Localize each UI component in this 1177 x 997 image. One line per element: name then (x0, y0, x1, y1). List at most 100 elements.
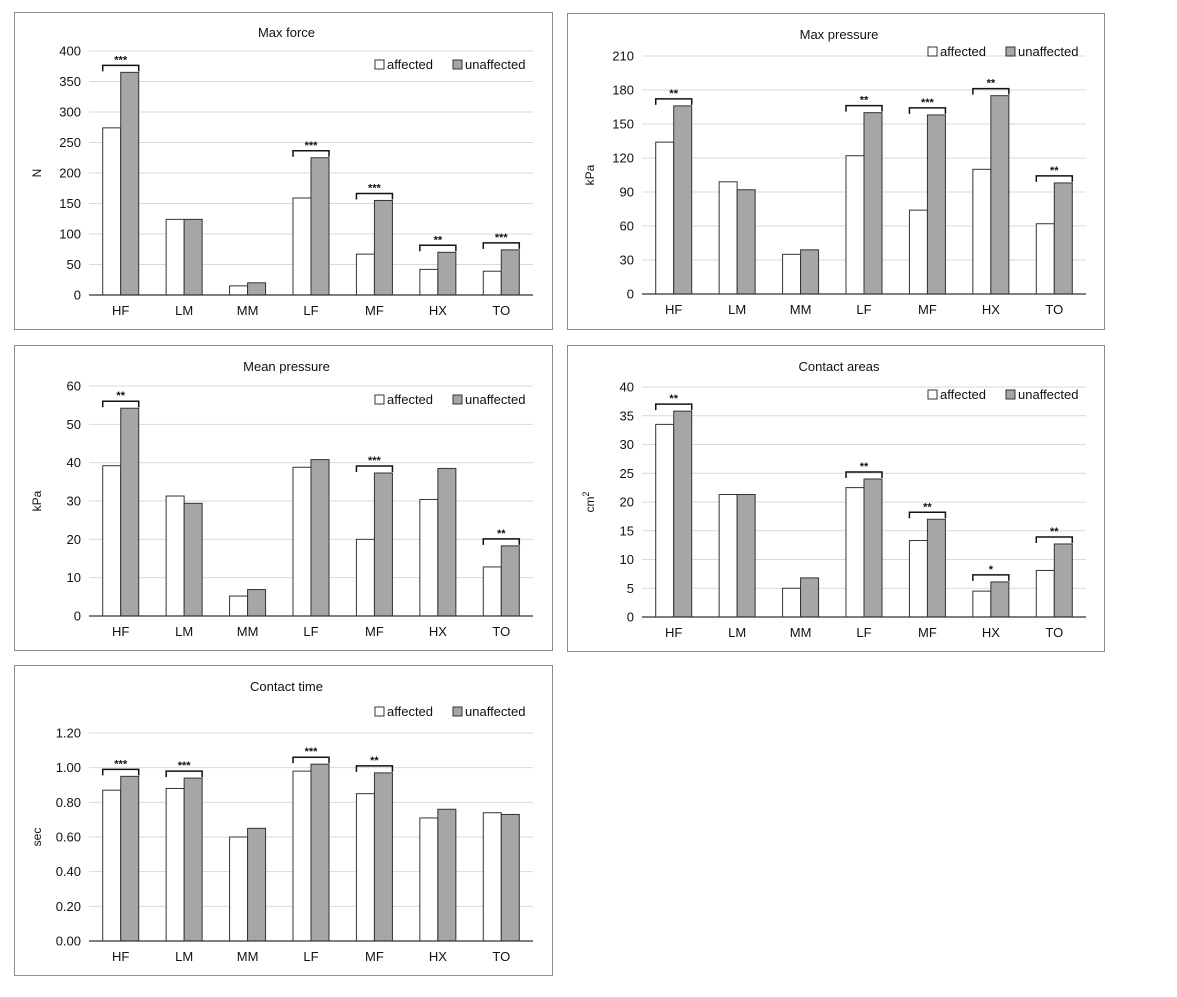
legend-label-affected: affected (387, 704, 433, 719)
chart-title: Contact areas (799, 359, 880, 374)
bar-affected-mm (229, 285, 249, 296)
y-tick-label: 210 (612, 49, 634, 64)
significance-bracket (845, 471, 883, 478)
x-category-label: TO (492, 624, 510, 639)
significance-bracket (292, 756, 330, 764)
legend-label-unaffected: unaffected (1018, 44, 1078, 59)
significance-label: ** (497, 528, 506, 540)
significance-bracket (845, 104, 883, 112)
bar-affected-mm (782, 587, 802, 618)
x-category-label: HX (982, 302, 1000, 317)
significance-bracket (654, 98, 693, 105)
significance-label: ** (860, 95, 869, 107)
x-category-label: MF (365, 949, 384, 964)
y-tick-label: 10 (67, 570, 81, 585)
y-tick-label: 100 (59, 227, 81, 242)
y-tick-label: 25 (620, 466, 634, 481)
y-tick-label: 50 (67, 417, 81, 432)
significance-label: ** (669, 393, 678, 405)
y-tick-label: 350 (59, 74, 81, 89)
bar-affected-hf (102, 789, 122, 942)
x-category-label: HX (429, 949, 447, 964)
y-tick-label: 15 (620, 523, 634, 538)
bar-unaffected-lm (183, 218, 203, 296)
x-category-label: TO (1045, 302, 1063, 317)
bar-unaffected-lm (736, 494, 756, 618)
bar-affected-hx (972, 590, 992, 618)
legend-label-unaffected: unaffected (1018, 387, 1078, 402)
y-tick-label: 30 (67, 494, 81, 509)
legend-swatch-unaffected (1005, 46, 1016, 57)
x-category-label: LF (303, 303, 318, 318)
y-tick-label: 60 (67, 379, 81, 394)
significance-label: * (989, 564, 994, 576)
legend-swatch-unaffected (452, 59, 463, 70)
x-category-label: MF (918, 302, 937, 317)
significance-label: ** (987, 78, 996, 90)
bar-unaffected-hf (120, 775, 140, 942)
chart-svg-contact-areas: Contact areas 0 5 10 15 20 25 30 35 40 cm2 HF LM MM LF… (581, 359, 1086, 640)
bar-affected-lf (845, 487, 865, 618)
x-category-label: HX (982, 625, 1000, 640)
y-tick-label: 0.40 (56, 864, 81, 879)
legend-label-affected: affected (387, 57, 433, 72)
bar-affected-hx (972, 168, 992, 295)
significance-label: *** (305, 140, 319, 152)
significance-label: *** (178, 760, 192, 772)
y-tick-label: 250 (59, 135, 81, 150)
x-category-label: MM (790, 625, 812, 640)
y-tick-label: 30 (620, 437, 634, 452)
x-category-label: HF (112, 949, 129, 964)
chart-svg-max-force: Max force 0 50 100 150 200 250 300 350 400 N HF LM MM… (30, 25, 533, 318)
bar-affected-lm (718, 181, 738, 295)
y-tick-label: 200 (59, 166, 81, 181)
bar-affected-hx (419, 498, 439, 617)
y-axis-title: sec (30, 828, 44, 847)
y-tick-label: 0 (74, 609, 81, 624)
chart-panel-contact-time: Contact time 0.00 0.20 0.40 0.60 0.80 1.00 1.20… (14, 665, 553, 976)
significance-label: ** (1050, 526, 1059, 538)
y-tick-label: 0.60 (56, 830, 81, 845)
chart-title: Max force (258, 25, 315, 40)
x-category-label: HF (112, 624, 129, 639)
significance-bracket (419, 244, 457, 252)
bar-affected-hx (419, 817, 439, 942)
x-category-label: MM (790, 302, 812, 317)
y-tick-label: 20 (67, 532, 81, 547)
chart-svg-contact-time: Contact time 0.00 0.20 0.40 0.60 0.80 1.00 1.20… (30, 679, 533, 964)
significance-bracket (908, 511, 947, 519)
y-tick-label: 0.80 (56, 795, 81, 810)
chart-title: Mean pressure (243, 359, 330, 374)
significance-label: *** (368, 182, 382, 194)
y-tick-label: 35 (620, 408, 634, 423)
chart-svg-max-pressure: Max pressure 0 30 60 90 120 150 180 210 kPa HF LM MM… (583, 27, 1086, 317)
bar-unaffected-hx (437, 467, 457, 617)
y-tick-label: 20 (620, 495, 634, 510)
bar-unaffected-hx (437, 251, 457, 296)
legend-label-unaffected: unaffected (465, 57, 525, 72)
legend-swatch-affected (374, 59, 385, 70)
chart-svg-mean-pressure: Mean pressure 0 10 20 30 40 50 60 kPa HF LM MM LF MF H… (30, 359, 533, 639)
bar-affected-to (482, 270, 502, 296)
bar-affected-lm (718, 494, 738, 618)
legend: affected unaffected (374, 704, 525, 719)
y-tick-label: 0.00 (56, 934, 81, 949)
bar-unaffected-lf (310, 157, 330, 296)
y-tick-label: 150 (612, 117, 634, 132)
bar-unaffected-hx (437, 808, 457, 942)
legend: affected unaffected (374, 57, 525, 72)
x-category-label: MM (237, 303, 259, 318)
x-category-label: MF (918, 625, 937, 640)
bar-affected-lf (292, 197, 312, 296)
y-tick-label: 0 (74, 288, 81, 303)
y-tick-label: 10 (620, 552, 634, 567)
legend-swatch-affected (374, 394, 385, 405)
bar-unaffected-lm (183, 502, 203, 617)
x-category-label: HF (665, 625, 682, 640)
legend-label-affected: affected (387, 392, 433, 407)
y-tick-label: 180 (612, 83, 634, 98)
bar-unaffected-lm (736, 189, 756, 295)
significance-label: *** (305, 746, 319, 758)
bar-unaffected-hx (990, 581, 1010, 618)
bar-affected-hf (102, 465, 122, 617)
